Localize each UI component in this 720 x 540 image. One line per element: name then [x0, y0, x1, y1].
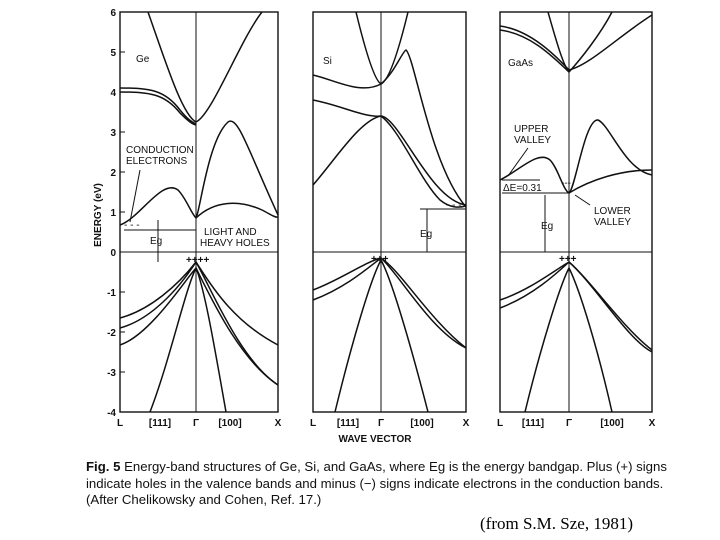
annotation-arrow	[574, 194, 591, 206]
y-tick: -1	[107, 288, 116, 299]
upper-valley-label: VALLEY	[514, 135, 551, 146]
source-citation: (from S.M. Sze, 1981)	[480, 514, 633, 533]
k-label: Γ	[378, 418, 384, 429]
k-label: L	[117, 418, 123, 429]
y-axis-label: ENERGY (eV)	[93, 183, 104, 247]
k-label: L	[310, 418, 316, 429]
electron-signs: - - -	[124, 220, 140, 231]
eg-label: Eg	[150, 236, 162, 247]
band-structure-figure: .frame { fill: none; stroke: #111; strok…	[93, 8, 656, 445]
lower-valley-label: VALLEY	[594, 217, 631, 228]
panel-ge: Ge ++++ CONDUCTION ELECTRONS - - - Eg LI…	[117, 11, 282, 429]
delta-e-label: ΔE=0.31	[503, 183, 542, 194]
panel-title: Ge	[136, 54, 150, 65]
panel-si: Si - - - +++ Eg L [111] Γ [100] X	[310, 11, 470, 429]
k-label: [111]	[522, 418, 544, 429]
k-label: [111]	[337, 418, 359, 429]
holes-label: LIGHT AND	[204, 227, 257, 238]
conduction-label: CONDUCTION	[126, 145, 194, 156]
k-label: X	[275, 418, 282, 429]
holes-label: HEAVY HOLES	[200, 238, 270, 249]
y-tick: -4	[107, 408, 116, 419]
y-tick: 3	[110, 128, 116, 139]
k-label: Γ	[193, 418, 199, 429]
k-label: L	[497, 418, 503, 429]
k-label: [100]	[218, 418, 241, 429]
figure-caption: Fig. 5 Energy-band structures of Ge, Si,…	[86, 459, 686, 509]
k-label: Γ	[566, 418, 572, 429]
eg-label: Eg	[420, 229, 432, 240]
panel-title: Si	[323, 56, 332, 67]
eg-label: Eg	[541, 221, 553, 232]
panel-gaas: GaAs +++ --- UPPER VALLEY ΔE=0.31 Eg LOW…	[497, 11, 656, 429]
k-label: [111]	[149, 418, 171, 429]
upper-valley-label: UPPER	[514, 124, 548, 135]
electron-signs: - - -	[446, 200, 462, 211]
y-tick: 2	[110, 168, 116, 179]
y-tick: 5	[110, 48, 116, 59]
y-tick: 6	[110, 8, 116, 19]
panel-frame	[312, 11, 467, 413]
conduction-label: ELECTRONS	[126, 156, 187, 167]
y-tick-labels: 6 5 4 3 2 1 0 -1 -2 -3 -4	[107, 8, 116, 419]
k-label: [100]	[410, 418, 433, 429]
k-label: [100]	[600, 418, 623, 429]
hole-signs: +++	[559, 254, 577, 265]
hole-signs: ++++	[186, 255, 210, 266]
annotation-arrow	[129, 169, 141, 223]
panel-frame	[499, 11, 653, 413]
y-tick: 1	[110, 208, 116, 219]
caption-text: Energy-band structures of Ge, Si, and Ga…	[86, 459, 667, 507]
panel-title: GaAs	[508, 58, 533, 69]
hole-signs: +++	[371, 254, 389, 265]
figure-number: Fig. 5	[86, 459, 121, 474]
panel-frame	[119, 11, 279, 413]
electron-signs: ---	[561, 178, 571, 189]
lower-valley-label: LOWER	[594, 206, 631, 217]
annotation-arrow	[507, 147, 529, 177]
y-tick: -3	[107, 368, 116, 379]
x-axis-label: WAVE VECTOR	[339, 434, 413, 445]
k-label: X	[463, 418, 470, 429]
y-tick: 4	[110, 88, 116, 99]
y-tick: -2	[107, 328, 116, 339]
k-label: X	[649, 418, 656, 429]
y-tick: 0	[110, 248, 116, 259]
